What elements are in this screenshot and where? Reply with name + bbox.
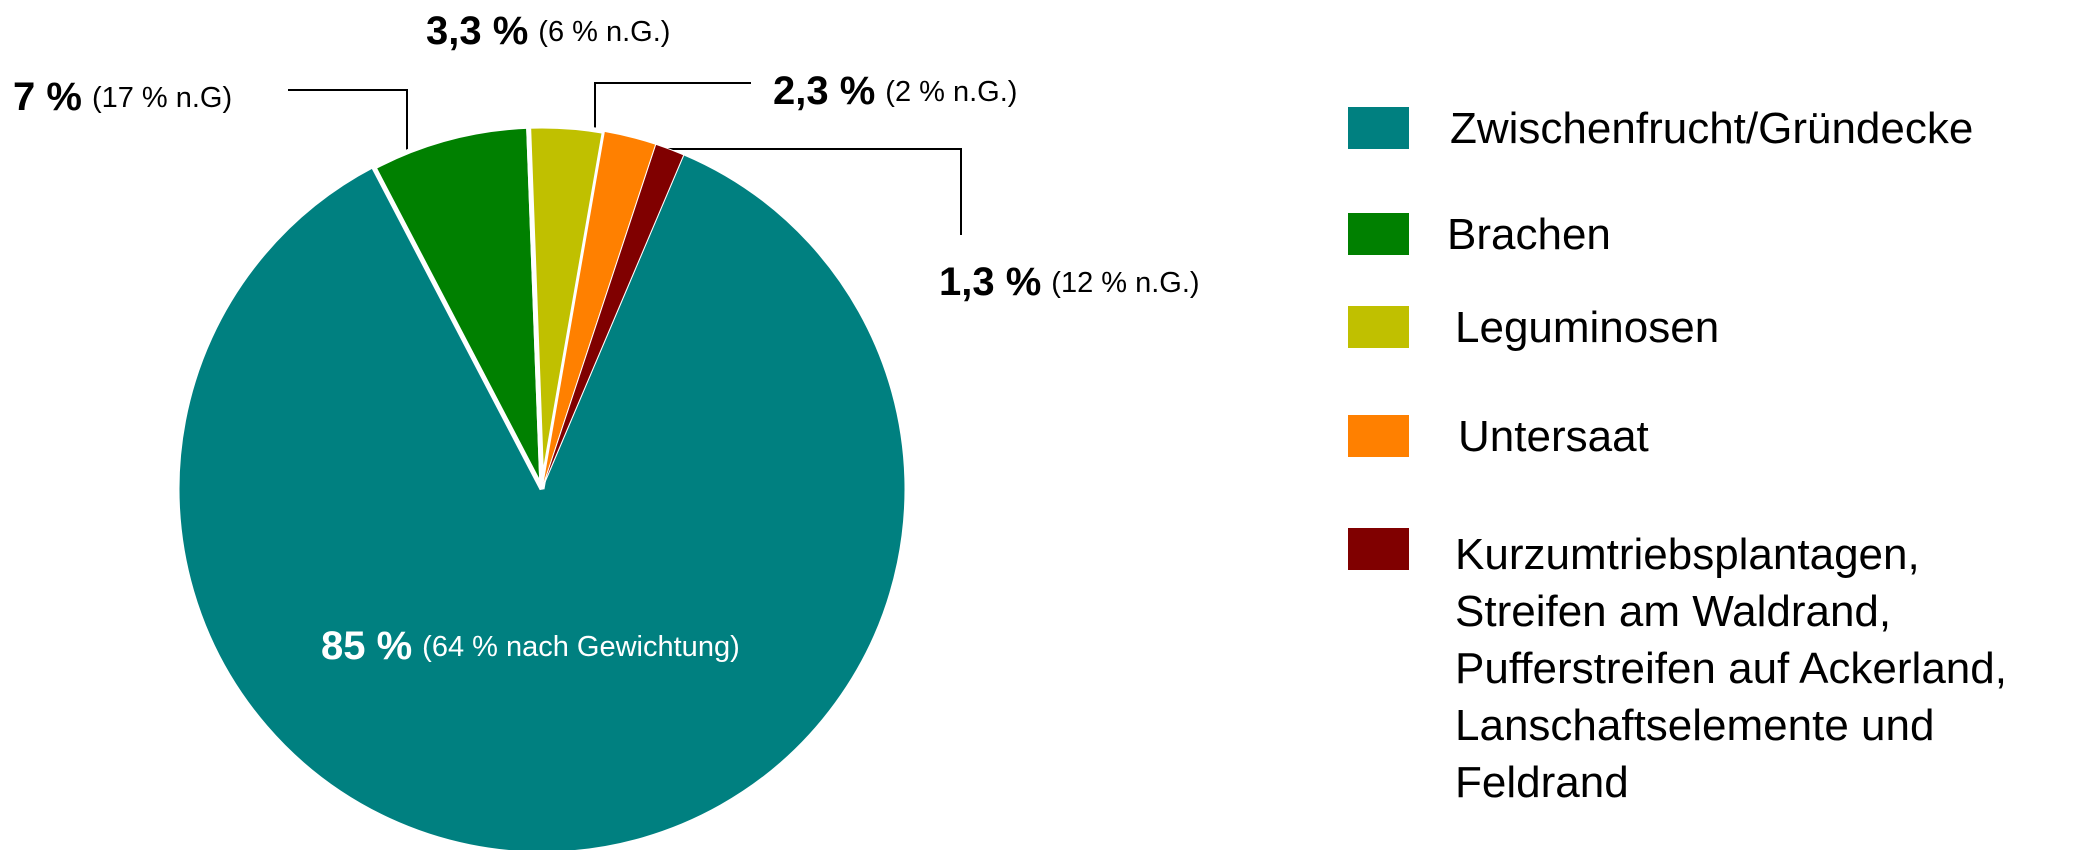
weighted-label: (2 % n.G.) [885,76,1017,108]
legend-swatch [1348,528,1409,570]
legend-swatch [1348,415,1409,457]
data-label: 3,3 % (6 % n.G.) [426,9,670,53]
legend-label: Kurzumtriebsplantagen, Streifen am Waldr… [1455,530,2007,807]
pie-slice [178,154,906,850]
leader-line [657,148,962,235]
leader-line [288,89,408,159]
legend-label: Leguminosen [1455,303,1720,352]
value-label: 7 % [13,75,82,119]
weighted-label: (64 % nach Gewichtung) [422,631,740,663]
pie-slice [541,143,685,490]
weighted-label: (12 % n.G.) [1051,267,1199,299]
legend-swatch [1348,213,1409,255]
leader-lines [288,82,962,235]
data-label: 2,3 % (2 % n.G.) [773,69,1017,113]
data-label: 1,3 % (12 % n.G.) [939,260,1200,304]
legend-label: Untersaat [1458,412,1649,461]
data-label: 85 % (64 % nach Gewichtung) [321,624,740,668]
value-label: 2,3 % [773,69,875,113]
weighted-label: (6 % n.G.) [538,16,670,48]
legend-label: Brachen [1447,210,1611,259]
value-label: 1,3 % [939,260,1041,304]
data-label: 7 % (17 % n.G) [13,75,232,119]
legend-label: Zwischenfrucht/Gründecke [1450,104,1974,153]
value-label: 85 % [321,624,412,668]
pie-slice [370,123,545,491]
leader-line [594,82,751,132]
value-label: 3,3 % [426,9,528,53]
legend-swatch [1348,306,1409,348]
weighted-label: (17 % n.G) [92,82,232,114]
legend-swatch [1348,107,1409,149]
